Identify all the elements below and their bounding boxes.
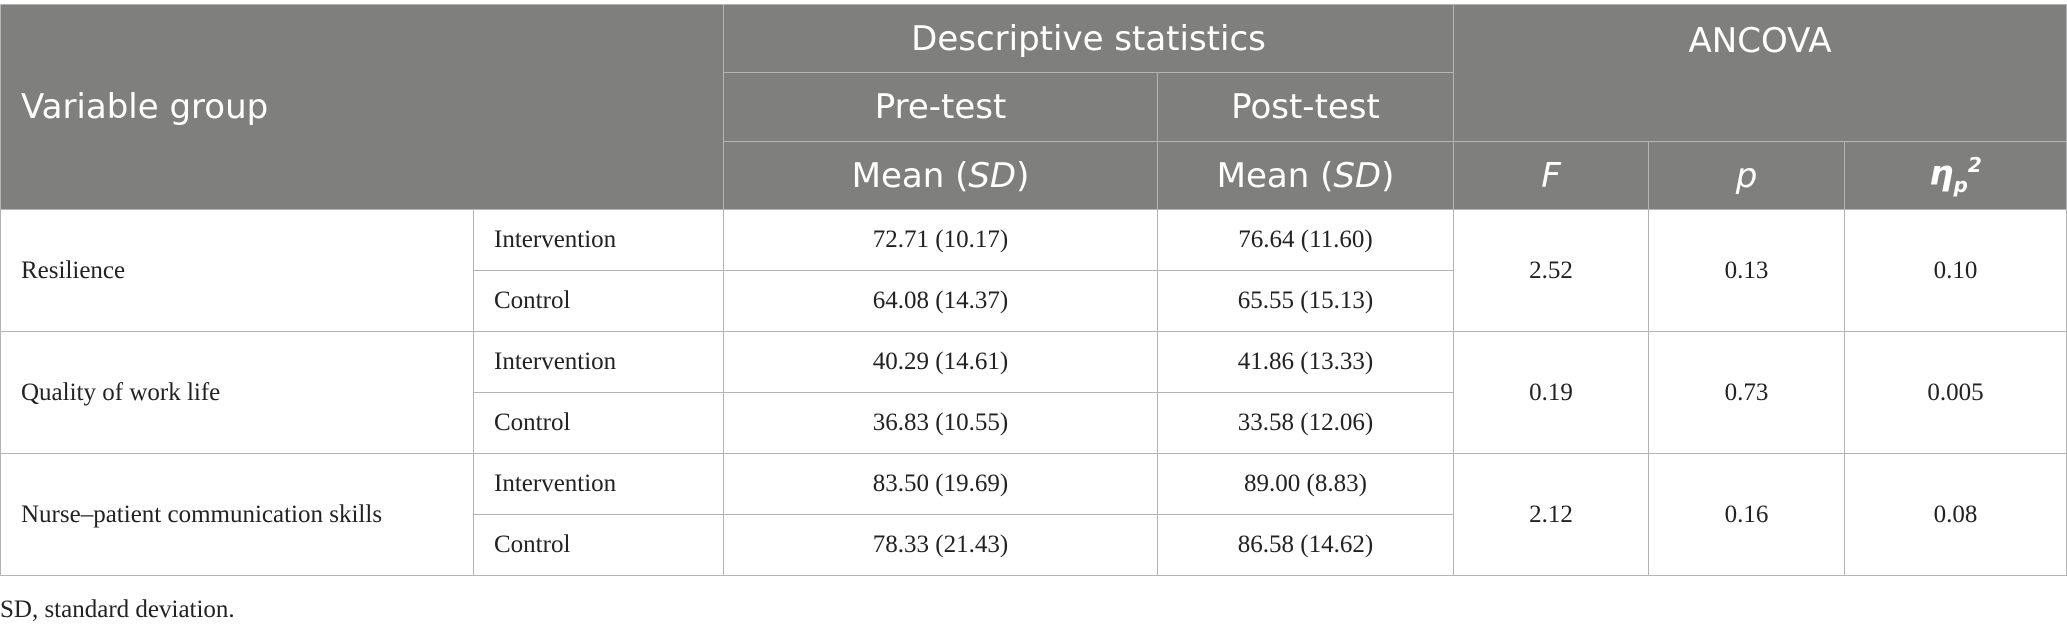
results-table: Variable group Descriptive statistics AN… <box>0 4 2067 576</box>
header-f: F <box>1453 141 1650 210</box>
table-footnote: SD, standard deviation. <box>0 596 235 623</box>
table-row: Nurse–patient communication skills Inter… <box>0 453 2067 576</box>
table-body: Resilience Intervention 72.71 (10.17) 76… <box>0 209 2067 576</box>
variable-name: Nurse–patient communication skills <box>0 453 474 576</box>
table-row: Quality of work life Intervention 40.29 … <box>0 331 2067 454</box>
table-header: Variable group Descriptive statistics AN… <box>0 4 2067 210</box>
p-value: 0.73 <box>1648 331 1846 454</box>
post-test-value: 86.58 (14.62) <box>1156 514 1455 576</box>
eta-superscript: 2 <box>1967 153 1982 178</box>
mean-label: Mean ( <box>1216 155 1334 196</box>
variable-name: Resilience <box>0 209 474 332</box>
pre-test-value: 64.08 (14.37) <box>723 270 1158 332</box>
group-name: Control <box>473 514 724 576</box>
f-value: 2.12 <box>1453 453 1650 576</box>
eta-subscript: p <box>1953 173 1968 198</box>
eta-value: 0.10 <box>1844 209 2067 332</box>
post-test-value: 65.55 (15.13) <box>1156 270 1455 332</box>
close-paren: ) <box>1016 155 1030 196</box>
variable-name: Quality of work life <box>0 331 474 454</box>
post-test-value: 33.58 (12.06) <box>1156 392 1455 454</box>
pre-test-value: 36.83 (10.55) <box>723 392 1158 454</box>
header-eta-squared: ηp2 <box>1844 141 2067 210</box>
header-ancova: ANCOVA <box>1453 4 2067 142</box>
table-row: Control 64.08 (14.37) 65.55 (15.13) <box>1 270 2067 332</box>
mean-label: Mean ( <box>851 155 969 196</box>
pre-test-value: 78.33 (21.43) <box>723 514 1158 576</box>
group-name: Control <box>473 270 724 332</box>
header-descriptive-statistics: Descriptive statistics <box>722 4 1455 73</box>
table-row: Control 36.83 (10.55) 33.58 (12.06) <box>1 392 2067 454</box>
pre-test-value: 72.71 (10.17) <box>723 209 1158 271</box>
f-value: 0.19 <box>1453 331 1650 454</box>
header-pre-test: Pre-test <box>723 72 1158 142</box>
header-post-mean-sd: Mean (SD) <box>1156 141 1455 210</box>
sd-label: SD <box>968 155 1017 196</box>
results-table-container: Variable group Descriptive statistics AN… <box>0 4 2067 576</box>
sd-label: SD <box>1333 155 1382 196</box>
table-row: Resilience Intervention 72.71 (10.17) 76… <box>0 209 2067 332</box>
post-test-value: 76.64 (11.60) <box>1156 209 1455 271</box>
group-name: Control <box>473 392 724 454</box>
eta-value: 0.08 <box>1844 453 2067 576</box>
header-post-test: Post-test <box>1156 72 1455 142</box>
group-name: Intervention <box>473 209 724 271</box>
group-name: Intervention <box>473 453 724 515</box>
close-paren: ) <box>1381 155 1395 196</box>
group-name: Intervention <box>473 331 724 393</box>
header-p: p <box>1648 141 1846 210</box>
header-variable-group: Variable group <box>0 4 724 210</box>
f-value: 2.52 <box>1453 209 1650 332</box>
eta-value: 0.005 <box>1844 331 2067 454</box>
p-value: 0.13 <box>1648 209 1846 332</box>
table-row: Control 78.33 (21.43) 86.58 (14.62) <box>1 514 2067 576</box>
eta-symbol: η <box>1929 153 1954 194</box>
post-test-value: 41.86 (13.33) <box>1156 331 1455 393</box>
pre-test-value: 83.50 (19.69) <box>723 453 1158 515</box>
post-test-value: 89.00 (8.83) <box>1156 453 1455 515</box>
pre-test-value: 40.29 (14.61) <box>723 331 1158 393</box>
p-value: 0.16 <box>1648 453 1846 576</box>
header-pre-mean-sd: Mean (SD) <box>723 141 1158 210</box>
